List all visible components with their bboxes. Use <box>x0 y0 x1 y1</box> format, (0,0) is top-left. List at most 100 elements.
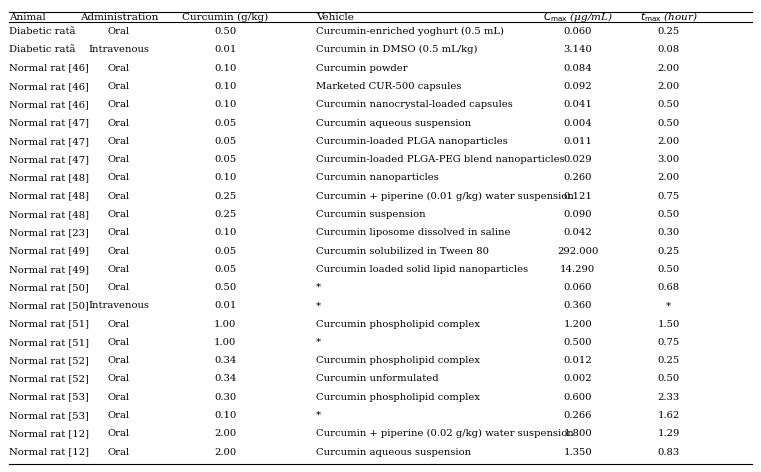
Text: 0.10: 0.10 <box>214 100 236 109</box>
Text: 0.75: 0.75 <box>658 338 680 347</box>
Text: 0.260: 0.260 <box>563 173 592 182</box>
Text: Oral: Oral <box>108 228 130 237</box>
Text: 2.00: 2.00 <box>214 430 236 438</box>
Text: Oral: Oral <box>108 374 130 383</box>
Text: Normal rat [50]: Normal rat [50] <box>9 283 89 292</box>
Text: Oral: Oral <box>108 283 130 292</box>
Text: Curcumin loaded solid lipid nanoparticles: Curcumin loaded solid lipid nanoparticle… <box>316 265 528 274</box>
Text: *: * <box>316 301 321 311</box>
Text: Curcumin (g/kg): Curcumin (g/kg) <box>182 13 268 22</box>
Text: 2.00: 2.00 <box>658 82 680 91</box>
Text: Curcumin aqueous suspension: Curcumin aqueous suspension <box>316 447 471 456</box>
Text: 1.200: 1.200 <box>563 320 592 329</box>
Text: 0.34: 0.34 <box>214 356 236 365</box>
Text: 0.360: 0.360 <box>563 301 592 311</box>
Text: Administration: Administration <box>80 13 158 22</box>
Text: Curcumin solubilized in Tween 80: Curcumin solubilized in Tween 80 <box>316 246 489 255</box>
Text: Curcumin-enriched yoghurt (0.5 mL): Curcumin-enriched yoghurt (0.5 mL) <box>316 27 504 36</box>
Text: 1.29: 1.29 <box>658 430 680 438</box>
Text: Normal rat [49]: Normal rat [49] <box>9 246 89 255</box>
Text: Oral: Oral <box>108 356 130 365</box>
Text: Oral: Oral <box>108 265 130 274</box>
Text: Animal: Animal <box>9 13 46 22</box>
Text: 0.10: 0.10 <box>214 82 236 91</box>
Text: 0.011: 0.011 <box>563 137 592 146</box>
Text: Intravenous: Intravenous <box>88 45 149 54</box>
Text: 0.10: 0.10 <box>214 64 236 73</box>
Text: Oral: Oral <box>108 210 130 219</box>
Text: 292.000: 292.000 <box>557 246 598 255</box>
Text: Curcumin liposome dissolved in saline: Curcumin liposome dissolved in saline <box>316 228 511 237</box>
Text: Oral: Oral <box>108 100 130 109</box>
Text: 0.10: 0.10 <box>214 228 236 237</box>
Text: Normal rat [51]: Normal rat [51] <box>9 338 89 347</box>
Text: Curcumin in DMSO (0.5 mL/kg): Curcumin in DMSO (0.5 mL/kg) <box>316 45 478 54</box>
Text: 0.25: 0.25 <box>214 210 236 219</box>
Text: 0.50: 0.50 <box>658 100 680 109</box>
Text: Normal rat [47]: Normal rat [47] <box>9 118 89 127</box>
Text: Normal rat [46]: Normal rat [46] <box>9 100 89 109</box>
Text: 0.34: 0.34 <box>214 374 236 383</box>
Text: 0.50: 0.50 <box>658 118 680 127</box>
Text: Normal rat [47]: Normal rat [47] <box>9 137 89 146</box>
Text: Normal rat [23]: Normal rat [23] <box>9 228 89 237</box>
Text: Oral: Oral <box>108 118 130 127</box>
Text: 0.50: 0.50 <box>658 265 680 274</box>
Text: Normal rat [47]: Normal rat [47] <box>9 155 89 164</box>
Text: 0.25: 0.25 <box>214 192 236 201</box>
Text: 0.10: 0.10 <box>214 173 236 182</box>
Text: Normal rat [48]: Normal rat [48] <box>9 192 89 201</box>
Text: 0.092: 0.092 <box>563 82 592 91</box>
Text: 0.30: 0.30 <box>658 228 680 237</box>
Text: 2.00: 2.00 <box>658 173 680 182</box>
Text: 0.012: 0.012 <box>563 356 592 365</box>
Text: Oral: Oral <box>108 393 130 402</box>
Text: Curcumin nanoparticles: Curcumin nanoparticles <box>316 173 439 182</box>
Text: 0.68: 0.68 <box>658 283 680 292</box>
Text: Curcumin suspension: Curcumin suspension <box>316 210 425 219</box>
Text: 0.029: 0.029 <box>563 155 592 164</box>
Text: Normal rat [49]: Normal rat [49] <box>9 265 89 274</box>
Text: 0.01: 0.01 <box>214 45 236 54</box>
Text: 0.05: 0.05 <box>214 246 236 255</box>
Text: 0.042: 0.042 <box>563 228 592 237</box>
Text: Normal rat [51]: Normal rat [51] <box>9 320 89 329</box>
Text: 0.05: 0.05 <box>214 137 236 146</box>
Text: 2.00: 2.00 <box>658 137 680 146</box>
Text: Vehicle: Vehicle <box>316 13 354 22</box>
Text: Oral: Oral <box>108 64 130 73</box>
Text: Normal rat [12]: Normal rat [12] <box>9 430 89 438</box>
Text: 0.83: 0.83 <box>658 447 680 456</box>
Text: Diabetic ratã: Diabetic ratã <box>9 45 75 54</box>
Text: Oral: Oral <box>108 430 130 438</box>
Text: Oral: Oral <box>108 173 130 182</box>
Text: $C_{\rm max}$ (μg/mL): $C_{\rm max}$ (μg/mL) <box>543 10 613 25</box>
Text: 0.25: 0.25 <box>658 356 680 365</box>
Text: 0.084: 0.084 <box>563 64 592 73</box>
Text: 0.090: 0.090 <box>563 210 592 219</box>
Text: 0.05: 0.05 <box>214 265 236 274</box>
Text: 0.060: 0.060 <box>563 27 592 36</box>
Text: *: * <box>666 301 671 311</box>
Text: 0.002: 0.002 <box>563 374 592 383</box>
Text: 1.00: 1.00 <box>214 338 236 347</box>
Text: Normal rat [46]: Normal rat [46] <box>9 82 89 91</box>
Text: 0.01: 0.01 <box>214 301 236 311</box>
Text: Curcumin aqueous suspension: Curcumin aqueous suspension <box>316 118 471 127</box>
Text: 3.140: 3.140 <box>563 45 592 54</box>
Text: 1.62: 1.62 <box>658 411 680 420</box>
Text: 0.060: 0.060 <box>563 283 592 292</box>
Text: *: * <box>316 338 321 347</box>
Text: Oral: Oral <box>108 155 130 164</box>
Text: 0.600: 0.600 <box>563 393 592 402</box>
Text: Oral: Oral <box>108 82 130 91</box>
Text: Curcumin phospholipid complex: Curcumin phospholipid complex <box>316 393 480 402</box>
Text: Diabetic ratã: Diabetic ratã <box>9 27 75 36</box>
Text: Oral: Oral <box>108 320 130 329</box>
Text: *: * <box>316 283 321 292</box>
Text: 14.290: 14.290 <box>560 265 595 274</box>
Text: 1.800: 1.800 <box>563 430 592 438</box>
Text: Oral: Oral <box>108 246 130 255</box>
Text: Curcumin phospholipid complex: Curcumin phospholipid complex <box>316 320 480 329</box>
Text: Oral: Oral <box>108 447 130 456</box>
